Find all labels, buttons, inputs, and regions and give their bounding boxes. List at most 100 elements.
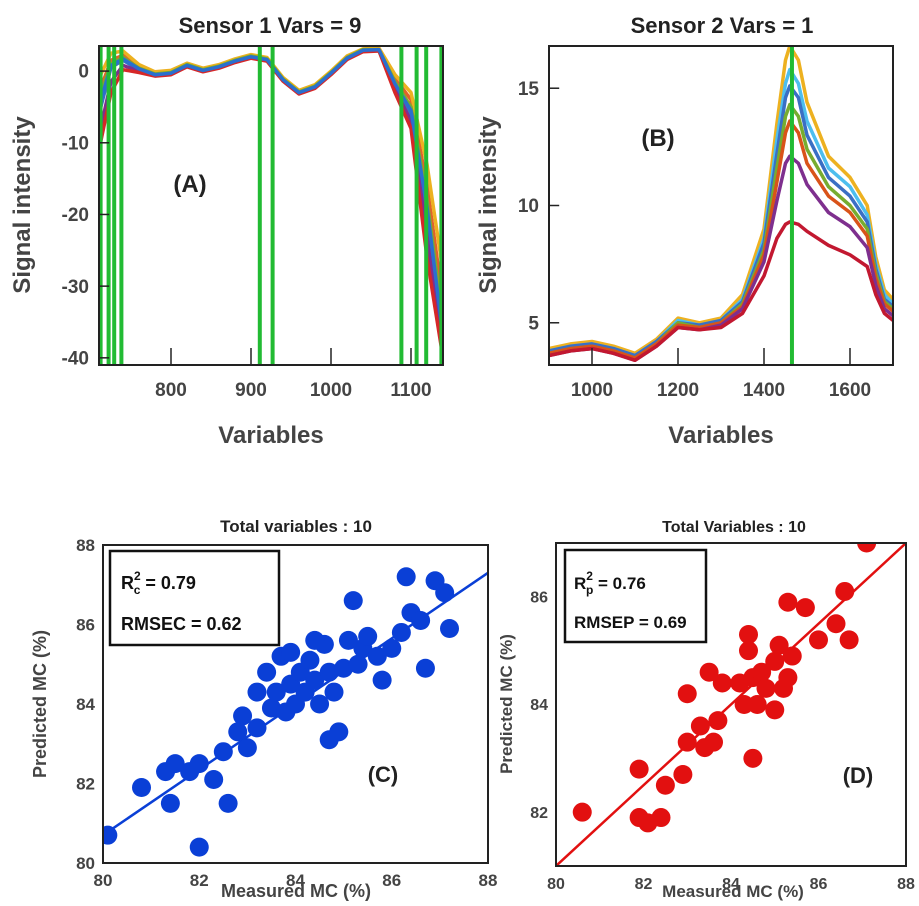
panel-c-xtick-label: 80 [94,871,113,890]
panel-d-point-21 [747,695,767,714]
panel-b-spectrum-5 [549,119,893,360]
panel-c-point-7 [189,754,209,774]
panel-c-r2: R2 c = 0.79 [121,569,196,597]
panel-b: Sensor 2 Vars = 1 (B) 1000 1200 1400 160051… [475,13,894,449]
panel-d-point-1 [572,802,592,822]
panel-b-xtick-label: 1600 [829,380,871,401]
panel-c-point-52 [281,642,301,662]
panel-a-ylabel: Signal intensity [9,116,36,294]
panel-c-point-27 [305,670,325,690]
panel-c-xtick-label: 82 [190,871,209,890]
panel-d-point-8 [677,732,697,752]
panel-a-xtick-label: 900 [235,380,267,401]
panel-c-stats-box: R2 c = 0.79 RMSEC = 0.62 [108,549,281,647]
panel-b-xtick-label: 1200 [657,380,699,401]
panel-b-spectrum-7 [549,220,893,363]
panel-d-point-16 [734,695,754,714]
panel-d-point-19 [743,748,763,768]
panel-d-point-14 [708,711,728,731]
panel-c: Total variables : 10 R2 c = 0.79 RMSEC = … [30,517,497,901]
panel-b-ytick-label: 10 [518,196,539,217]
panel-a-xlabel: Variables [218,422,323,449]
panel-d-ytick-label: 84 [530,697,548,714]
panel-b-ylabel: Signal intensity [475,116,502,294]
panel-c-label: (C) [368,762,399,787]
panel-c-point-12 [228,722,248,742]
panel-b-label: (B) [641,125,674,152]
panel-d-point-6 [655,775,675,795]
panel-d-plot [556,543,906,866]
panel-a-xtick-label: 1000 [310,380,352,401]
panel-b-plot [549,46,893,365]
panel-b-title: Sensor 2 Vars = 1 [631,13,814,38]
panel-d-point-12 [699,662,719,682]
panel-d-point-35 [839,630,859,650]
panel-d-point-34 [835,581,855,601]
panel-c-point-9 [204,770,224,790]
panel-d-point-27 [778,668,798,688]
panel-d-point-15 [712,673,732,693]
panel-c-ytick-label: 88 [76,536,95,555]
panel-b-xlabel: Variables [668,422,773,449]
panel-d-point-28 [778,592,798,612]
panel-d-xtick-label: 86 [810,876,828,893]
panel-c-point-33 [329,722,349,742]
panel-d-xlabel: Measured MC (%) [662,882,804,901]
panel-c-point-44 [396,567,416,587]
panel-c-point-19 [266,682,286,702]
panel-a-xtick-label: 1100 [390,380,431,401]
panel-d-xtick-label: 88 [897,876,915,893]
panel-c-point-34 [334,658,354,678]
panel-c-xtick-label: 88 [479,871,498,890]
panel-c-ylabel: Predicted MC (%) [30,630,50,778]
panel-d-point-37 [730,673,750,693]
panel-d-r2: R2 p = 0.76 [574,569,646,597]
panel-d-point-10 [690,716,710,736]
panel-d-title: Total Variables : 10 [662,519,806,536]
panel-c-point-49 [435,583,455,603]
panel-d-ticks: 80 82 84 86 88 82 84 86 [530,589,915,893]
panel-c-point-32 [324,682,344,702]
panel-d-point-32 [809,630,828,650]
panel-b-spectrum-2 [549,67,893,358]
panel-c-point-4 [165,754,185,774]
panel-c-ytick-label: 86 [76,615,95,634]
panel-d-point-36 [857,543,877,553]
panel-d-xtick-label: 84 [722,876,740,893]
panel-c-frame [102,544,489,864]
panel-d-rmse: RMSEP = 0.69 [574,613,687,632]
panel-c-point-28 [310,694,330,714]
panel-a-ytick-label: -40 [62,348,89,369]
panel-b-ticks: 1000 1200 1400 1600 5 10 15 [518,79,871,401]
panel-d-frame [555,542,907,867]
panel-b-xtick-label: 1000 [571,380,613,401]
panel-c-xtick-label: 84 [286,871,305,890]
panel-a-ytick-label: -10 [62,133,89,154]
panel-d-stats-box: R2 p = 0.76 RMSEP = 0.69 [563,548,708,644]
panel-d-point-24 [765,651,785,671]
panel-d-ytick-label: 82 [530,805,548,822]
panel-c-point-37 [348,654,368,674]
panel-d-ylabel: Predicted MC (%) [497,634,516,774]
panel-c-point-18 [261,698,281,718]
panel-d-point-23 [756,678,776,698]
panel-a-xtick-label: 800 [155,380,187,401]
panel-c-point-14 [237,738,257,758]
panel-d-point-13 [704,732,723,752]
panel-c-point-16 [247,682,267,702]
panel-a-frame [98,45,444,366]
panel-c-point-8 [189,837,209,857]
panel-c-point-50 [440,618,459,638]
panel-d-point-5 [651,808,671,828]
panel-a-spectrum-7 [99,47,443,337]
panel-c-point-13 [233,706,253,726]
panel-b-ytick-label: 15 [518,79,540,100]
panel-c-title: Total variables : 10 [220,517,372,536]
panel-d-label: (D) [843,763,874,788]
panel-c-point-39 [358,626,378,646]
panel-a-ytick-label: -30 [62,277,89,298]
panel-d: Total Variables : 10 R2 p = 0.76 RMSEP = … [497,519,915,901]
panel-c-ticks: 80 82 84 86 88 80 82 84 86 88 [76,536,497,890]
panel-d-xtick-label: 82 [635,876,653,893]
